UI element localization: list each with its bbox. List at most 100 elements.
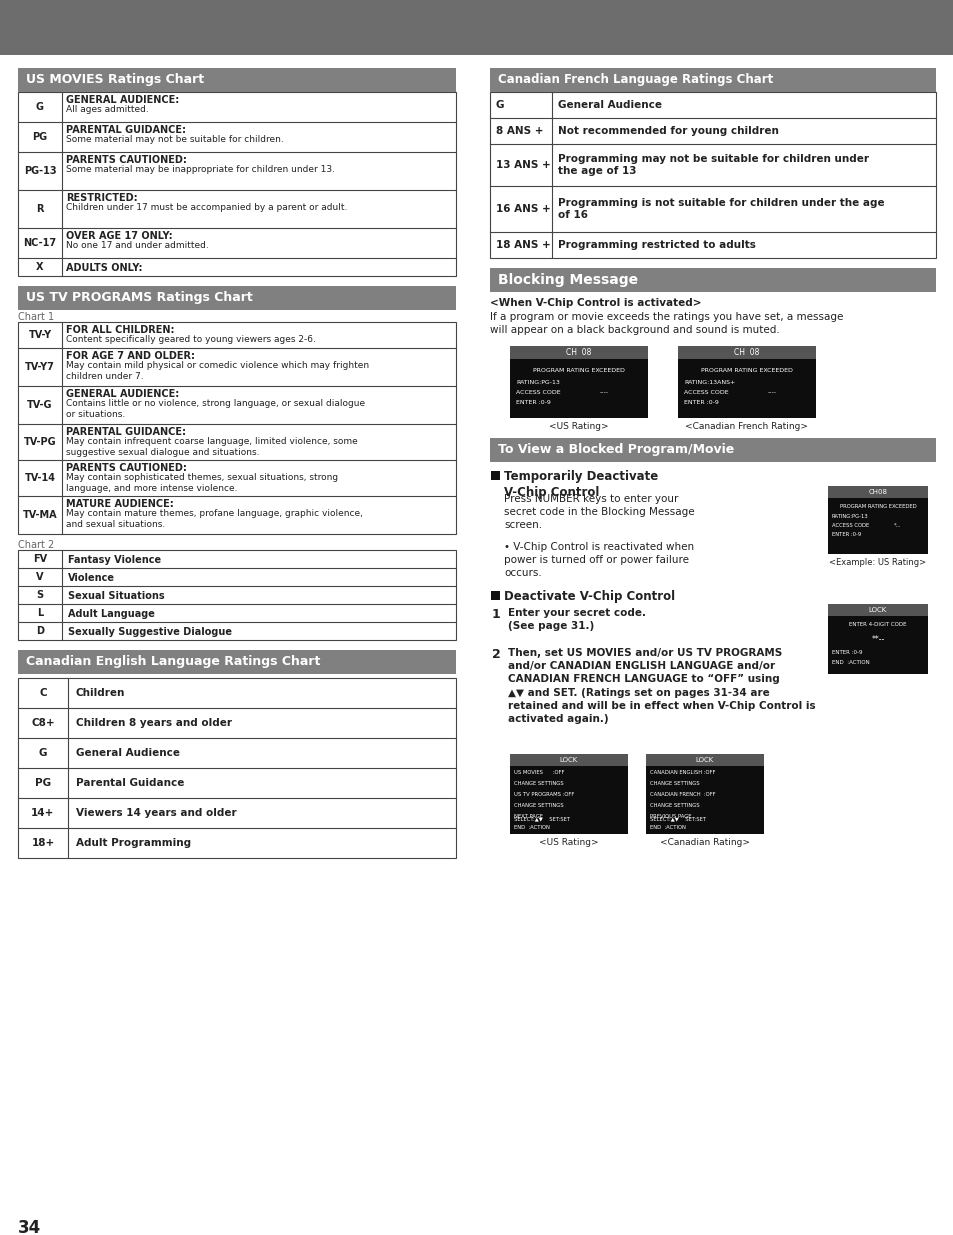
Bar	[18, 68, 456, 91]
Bar	[510, 346, 647, 359]
Text: PARENTAL GUIDANCE:: PARENTAL GUIDANCE:	[66, 125, 186, 135]
Text: Violence: Violence	[68, 573, 115, 583]
Text: To View a Blocked Program/Movie: To View a Blocked Program/Movie	[497, 443, 734, 457]
Bar	[18, 550, 456, 640]
Text: PG-13: PG-13	[24, 165, 56, 177]
Text: Programming is not suitable for children under the age
of 16: Programming is not suitable for children…	[558, 198, 883, 220]
Text: X: X	[36, 262, 44, 272]
Text: Some material may be inappropriate for children under 13.: Some material may be inappropriate for c…	[66, 165, 335, 174]
Text: General Audience: General Audience	[558, 100, 661, 110]
Text: CH  08: CH 08	[734, 348, 759, 357]
Text: ENTER 4-DIGIT CODE: ENTER 4-DIGIT CODE	[848, 622, 905, 627]
Text: 8 ANS +: 8 ANS +	[496, 126, 543, 136]
Text: 1: 1	[492, 608, 500, 621]
Text: ENTER :0-9: ENTER :0-9	[831, 650, 862, 655]
Text: TV-PG: TV-PG	[24, 437, 56, 447]
Text: END  :ACTION: END :ACTION	[649, 825, 685, 830]
Text: Enter your secret code.
(See page 31.): Enter your secret code. (See page 31.)	[507, 608, 645, 631]
Text: TV-G: TV-G	[28, 400, 52, 410]
Text: **--: **--	[870, 634, 883, 643]
Text: C: C	[39, 688, 47, 698]
Bar	[490, 268, 935, 291]
Text: • V-Chip Control is reactivated when
power is turned off or power failure
occurs: • V-Chip Control is reactivated when pow…	[503, 542, 694, 578]
Text: Children under 17 must be accompanied by a parent or adult.: Children under 17 must be accompanied by…	[66, 203, 347, 212]
Text: RATING:PG-13: RATING:PG-13	[831, 514, 868, 519]
Text: <US Rating>: <US Rating>	[549, 422, 608, 431]
Bar	[18, 678, 456, 858]
Text: G: G	[496, 100, 504, 110]
Text: Temporarily Deactivate
V-Chip Control: Temporarily Deactivate V-Chip Control	[503, 471, 658, 499]
Text: US MOVIES      :OFF: US MOVIES :OFF	[514, 769, 564, 776]
Text: LOCK: LOCK	[695, 757, 714, 763]
Text: END  :ACTION: END :ACTION	[514, 825, 549, 830]
Text: ACCESS CODE: ACCESS CODE	[516, 390, 560, 395]
Text: Programming may not be suitable for children under
the age of 13: Programming may not be suitable for chil…	[558, 154, 868, 177]
Bar	[491, 471, 499, 480]
Text: GENERAL AUDIENCE:: GENERAL AUDIENCE:	[66, 95, 179, 105]
Text: <US Rating>: <US Rating>	[538, 839, 598, 847]
Text: Not recommended for young children: Not recommended for young children	[558, 126, 778, 136]
Bar	[491, 592, 499, 600]
Bar	[827, 487, 927, 555]
Bar	[18, 91, 456, 275]
Text: Chart 1: Chart 1	[18, 312, 54, 322]
Bar	[490, 68, 935, 91]
Text: OVER AGE 17 ONLY:: OVER AGE 17 ONLY:	[66, 231, 172, 241]
Text: Children: Children	[76, 688, 125, 698]
Text: C8+: C8+	[31, 718, 54, 727]
Text: Press NUMBER keys to enter your
secret code in the Blocking Message
screen.: Press NUMBER keys to enter your secret c…	[503, 494, 694, 530]
Text: May contain mild physical or comedic violence which may frighten
children under : May contain mild physical or comedic vio…	[66, 361, 369, 382]
Text: END  :ACTION: END :ACTION	[831, 659, 869, 664]
Text: R: R	[36, 204, 44, 214]
Text: PROGRAM RATING EXCEEDED: PROGRAM RATING EXCEEDED	[700, 368, 792, 373]
Text: ACCESS CODE: ACCESS CODE	[683, 390, 728, 395]
Text: May contain sophisticated themes, sexual situations, strong
language, and more i: May contain sophisticated themes, sexual…	[66, 473, 337, 493]
Text: L: L	[37, 608, 43, 618]
Text: Adult Language: Adult Language	[68, 609, 154, 619]
Text: *...: *...	[893, 522, 901, 529]
Text: ENTER :0-9: ENTER :0-9	[831, 532, 861, 537]
Text: PG: PG	[32, 132, 48, 142]
Text: Contains little or no violence, strong language, or sexual dialogue
or situation: Contains little or no violence, strong l…	[66, 399, 365, 419]
Text: CHANGE SETTINGS: CHANGE SETTINGS	[649, 803, 699, 808]
Text: MATURE AUDIENCE:: MATURE AUDIENCE:	[66, 499, 173, 509]
Text: 16 ANS +: 16 ANS +	[496, 204, 550, 214]
Text: CH  08: CH 08	[566, 348, 591, 357]
Text: RATING:13ANS+: RATING:13ANS+	[683, 380, 735, 385]
Text: 13 ANS +: 13 ANS +	[496, 161, 550, 170]
Text: CHANGE SETTINGS: CHANGE SETTINGS	[514, 781, 563, 785]
Text: LOCK: LOCK	[868, 606, 886, 613]
Text: PARENTAL GUIDANCE:: PARENTAL GUIDANCE:	[66, 427, 186, 437]
Text: May contain mature themes, profane language, graphic violence,
and sexual situat: May contain mature themes, profane langu…	[66, 509, 362, 529]
Text: CH08: CH08	[867, 489, 886, 495]
Text: PARENTS CAUTIONED:: PARENTS CAUTIONED:	[66, 463, 187, 473]
Text: TV-14: TV-14	[25, 473, 55, 483]
Text: PREVIOUS PAGE: PREVIOUS PAGE	[649, 814, 691, 819]
Text: Sexual Situations: Sexual Situations	[68, 592, 165, 601]
Text: PROGRAM RATING EXCEEDED: PROGRAM RATING EXCEEDED	[533, 368, 624, 373]
Text: Blocking Message: Blocking Message	[497, 273, 638, 287]
Text: CHANGE SETTINGS: CHANGE SETTINGS	[649, 781, 699, 785]
Text: G: G	[36, 103, 44, 112]
Text: <When V-Chip Control is activated>: <When V-Chip Control is activated>	[490, 298, 700, 308]
Text: TV-Y7: TV-Y7	[25, 362, 55, 372]
Text: 14+: 14+	[31, 808, 54, 818]
Text: General Audience: General Audience	[76, 748, 180, 758]
Text: Sexually Suggestive Dialogue: Sexually Suggestive Dialogue	[68, 627, 232, 637]
Bar	[490, 438, 935, 462]
Text: Then, set US MOVIES and/or US TV PROGRAMS
and/or CANADIAN ENGLISH LANGUAGE and/o: Then, set US MOVIES and/or US TV PROGRAM…	[507, 648, 815, 724]
Text: PROGRAM RATING EXCEEDED: PROGRAM RATING EXCEEDED	[839, 504, 915, 509]
Bar	[827, 487, 927, 498]
Text: SELECT:▲▼    SET:SET: SELECT:▲▼ SET:SET	[514, 816, 570, 821]
Text: NC-17: NC-17	[24, 238, 56, 248]
Text: CANADIAN ENGLISH :OFF: CANADIAN ENGLISH :OFF	[649, 769, 715, 776]
Bar	[645, 755, 763, 766]
Text: Chart 2: Chart 2	[18, 540, 54, 550]
Bar	[678, 346, 815, 417]
Text: 18 ANS +: 18 ANS +	[496, 240, 550, 249]
Text: FOR AGE 7 AND OLDER:: FOR AGE 7 AND OLDER:	[66, 351, 194, 361]
Text: D: D	[36, 626, 44, 636]
Bar	[827, 604, 927, 674]
Text: Canadian English Language Ratings Chart: Canadian English Language Ratings Chart	[26, 656, 320, 668]
Text: Parental Guidance: Parental Guidance	[76, 778, 184, 788]
